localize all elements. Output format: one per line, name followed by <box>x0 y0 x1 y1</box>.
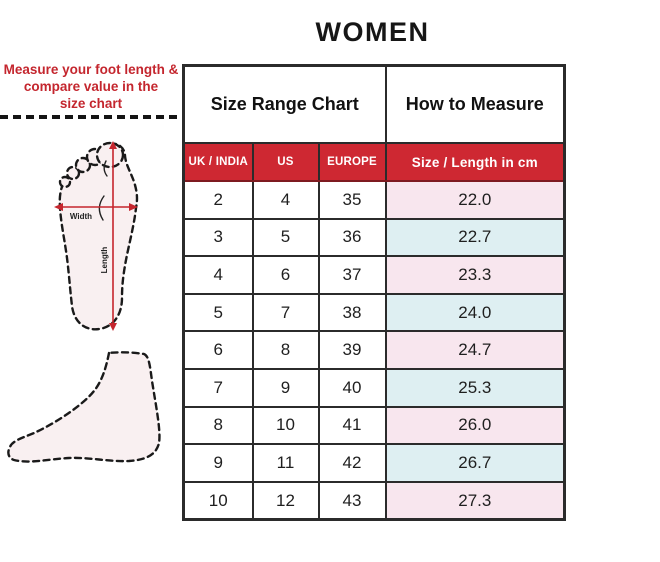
uk-size-cell: 3 <box>182 217 254 258</box>
foot-top-view-diagram: Width Length <box>54 141 139 331</box>
arrowhead-icon <box>109 323 117 331</box>
europe-size-cell: 38 <box>317 292 387 333</box>
europe-size-cell: 42 <box>317 443 387 483</box>
us-size-cell: 11 <box>251 443 320 483</box>
page-title: WOMEN <box>315 17 430 47</box>
europe-size-cell: 36 <box>317 217 387 258</box>
arrowhead-icon <box>129 203 138 211</box>
length-cm-cell: 22.7 <box>384 217 566 258</box>
europe-size-cell: 37 <box>317 255 387 295</box>
table-column-header-row: UK / INDIA US EUROPE Size / Length in cm <box>182 142 566 182</box>
measure-instruction-text: Measure your foot length & compare value… <box>2 61 180 112</box>
length-cm-cell: 27.3 <box>384 480 566 521</box>
width-label: Width <box>70 212 92 221</box>
dashed-separator-line <box>0 115 183 119</box>
us-size-cell: 10 <box>251 405 320 446</box>
toe-outline <box>74 156 92 174</box>
uk-size-cell: 2 <box>182 180 254 220</box>
uk-size-cell: 10 <box>182 480 254 521</box>
us-size-cell: 6 <box>251 255 320 295</box>
table-row: 10 12 43 27.3 <box>182 480 566 521</box>
table-row: 7 9 40 25.3 <box>182 367 566 408</box>
table-row: 6 8 39 24.7 <box>182 330 566 370</box>
europe-size-cell: 40 <box>317 367 387 408</box>
us-size-cell: 8 <box>251 330 320 370</box>
us-size-cell: 4 <box>251 180 320 220</box>
europe-size-cell: 39 <box>317 330 387 370</box>
table-row: 3 5 36 22.7 <box>182 217 566 258</box>
uk-size-cell: 9 <box>182 443 254 483</box>
uk-size-cell: 6 <box>182 330 254 370</box>
uk-size-cell: 7 <box>182 367 254 408</box>
us-size-cell: 12 <box>251 480 320 521</box>
table-row: 2 4 35 22.0 <box>182 180 566 220</box>
col-header-length-cm: Size / Length in cm <box>384 142 566 182</box>
length-cm-cell: 26.0 <box>384 405 566 446</box>
table-row: 8 10 41 26.0 <box>182 405 566 446</box>
arrowhead-icon <box>54 203 63 211</box>
toe-outline <box>58 175 72 189</box>
col-header-uk-india: UK / INDIA <box>182 142 254 182</box>
uk-size-cell: 4 <box>182 255 254 295</box>
length-cm-cell: 25.3 <box>384 367 566 408</box>
size-range-chart-header: Size Range Chart <box>182 64 387 144</box>
length-cm-cell: 24.0 <box>384 292 566 333</box>
table-group-header-row: Size Range Chart How to Measure <box>182 64 566 144</box>
instruction-line: Measure your foot length & <box>3 62 179 77</box>
foot-side-outline <box>7 351 161 463</box>
how-to-measure-header: How to Measure <box>384 64 566 144</box>
europe-size-cell: 43 <box>317 480 387 521</box>
europe-size-cell: 41 <box>317 405 387 446</box>
uk-size-cell: 8 <box>182 405 254 446</box>
europe-size-cell: 35 <box>317 180 387 220</box>
big-toe-crease-mark <box>103 160 108 177</box>
arrowhead-icon <box>109 141 117 149</box>
us-size-cell: 7 <box>251 292 320 333</box>
table-row: 9 11 42 26.7 <box>182 443 566 483</box>
length-cm-cell: 22.0 <box>384 180 566 220</box>
length-label: Length <box>100 247 109 274</box>
table-row: 4 6 37 23.3 <box>182 255 566 295</box>
us-size-cell: 5 <box>251 217 320 258</box>
uk-size-cell: 5 <box>182 292 254 333</box>
table-row: 5 7 38 24.0 <box>182 292 566 333</box>
size-range-table: Size Range Chart How to Measure UK / IND… <box>182 64 567 522</box>
ball-crease-mark <box>98 195 105 221</box>
length-cm-cell: 24.7 <box>384 330 566 370</box>
col-header-us: US <box>251 142 320 182</box>
length-cm-cell: 26.7 <box>384 443 566 483</box>
instruction-line: compare value in the <box>23 79 159 94</box>
instruction-line: size chart <box>59 96 123 111</box>
toe-outline <box>65 165 81 181</box>
length-cm-cell: 23.3 <box>384 255 566 295</box>
foot-side-view-diagram <box>7 351 161 463</box>
col-header-europe: EUROPE <box>317 142 387 182</box>
us-size-cell: 9 <box>251 367 320 408</box>
big-toe-outline <box>95 141 125 169</box>
